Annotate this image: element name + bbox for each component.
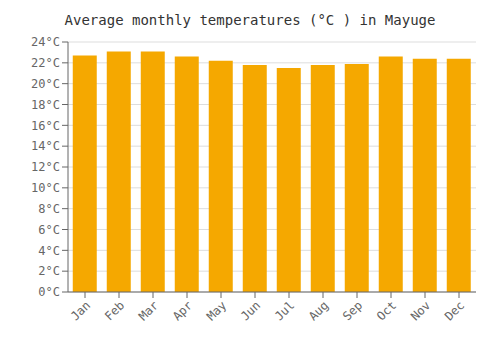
svg-text:Nov: Nov (408, 298, 433, 323)
svg-text:Jun: Jun (238, 298, 263, 323)
svg-text:Feb: Feb (102, 298, 127, 323)
svg-text:Dec: Dec (442, 298, 467, 323)
svg-text:Aug: Aug (306, 298, 331, 323)
svg-text:0°C: 0°C (38, 285, 60, 299)
html-text:Average monthly temperatures (: Average monthly temperatures (°C ) in Ma… (64, 12, 436, 28)
svg-text:Jul: Jul (272, 298, 297, 323)
svg-text:4°C: 4°C (38, 244, 60, 258)
svg-text:20°C: 20°C (31, 77, 60, 91)
svg-text:Oct: Oct (374, 298, 399, 323)
svg-text:8°C: 8°C (38, 202, 60, 216)
svg-text:Sep: Sep (340, 298, 365, 323)
svg-text:Mar: Mar (136, 298, 161, 323)
svg-text:24°C: 24°C (31, 35, 60, 49)
svg-text:18°C: 18°C (31, 98, 60, 112)
svg-text:Jan: Jan (68, 298, 93, 323)
svg-text:22°C: 22°C (31, 56, 60, 70)
svg-text:2°C: 2°C (38, 264, 60, 278)
svg-text:May: May (204, 298, 229, 323)
svg-text:16°C: 16°C (31, 119, 60, 133)
svg-text:10°C: 10°C (31, 181, 60, 195)
svg-text:Apr: Apr (170, 298, 195, 323)
svg-text:6°C: 6°C (38, 223, 60, 237)
svg-text:14°C: 14°C (31, 139, 60, 153)
svg-text:12°C: 12°C (31, 160, 60, 174)
